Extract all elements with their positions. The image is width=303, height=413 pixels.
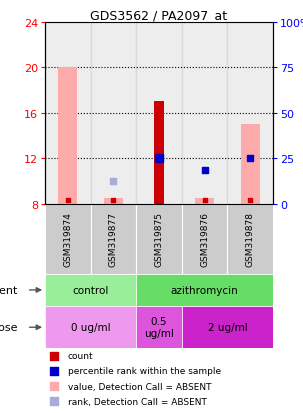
Bar	[136, 306, 182, 349]
Point	[52, 398, 57, 405]
Bar	[182, 306, 273, 349]
Point	[248, 197, 253, 204]
Text: percentile rank within the sample: percentile rank within the sample	[68, 367, 221, 375]
Bar	[136, 274, 273, 306]
Text: azithromycin: azithromycin	[171, 285, 238, 295]
Bar	[154, 102, 164, 204]
Point	[65, 197, 70, 204]
Bar	[136, 23, 182, 204]
Text: rank, Detection Call = ABSENT: rank, Detection Call = ABSENT	[68, 397, 207, 406]
Bar	[182, 23, 227, 204]
Bar	[241, 125, 260, 204]
Point	[157, 197, 161, 204]
Bar	[91, 204, 136, 274]
Bar	[45, 306, 136, 349]
Text: control: control	[72, 285, 109, 295]
Text: count: count	[68, 351, 93, 361]
Text: GSM319878: GSM319878	[246, 211, 255, 266]
Bar	[182, 204, 227, 274]
Text: agent: agent	[0, 285, 18, 295]
Point	[157, 156, 161, 162]
Text: 0 ug/ml: 0 ug/ml	[71, 323, 110, 332]
Bar	[136, 204, 182, 274]
Title: GDS3562 / PA2097_at: GDS3562 / PA2097_at	[90, 9, 228, 21]
Point	[202, 167, 207, 173]
Bar	[91, 23, 136, 204]
Text: GSM319877: GSM319877	[109, 211, 118, 266]
Point	[111, 178, 116, 185]
Point	[52, 383, 57, 389]
Bar	[58, 68, 77, 204]
Point	[52, 353, 57, 359]
Bar	[45, 204, 91, 274]
Text: GSM319876: GSM319876	[200, 211, 209, 266]
Point	[52, 368, 57, 374]
Point	[202, 197, 207, 204]
Point	[111, 197, 116, 204]
Text: 2 ug/ml: 2 ug/ml	[208, 323, 247, 332]
Text: GSM319874: GSM319874	[63, 212, 72, 266]
Bar	[45, 274, 136, 306]
Bar	[195, 199, 214, 204]
Bar	[227, 204, 273, 274]
Point	[248, 156, 253, 162]
Bar	[45, 23, 91, 204]
Text: GSM319875: GSM319875	[155, 211, 164, 266]
Text: value, Detection Call = ABSENT: value, Detection Call = ABSENT	[68, 382, 211, 391]
Text: dose: dose	[0, 323, 18, 332]
Bar	[104, 199, 123, 204]
Bar	[227, 23, 273, 204]
Text: 0.5
ug/ml: 0.5 ug/ml	[144, 317, 174, 338]
